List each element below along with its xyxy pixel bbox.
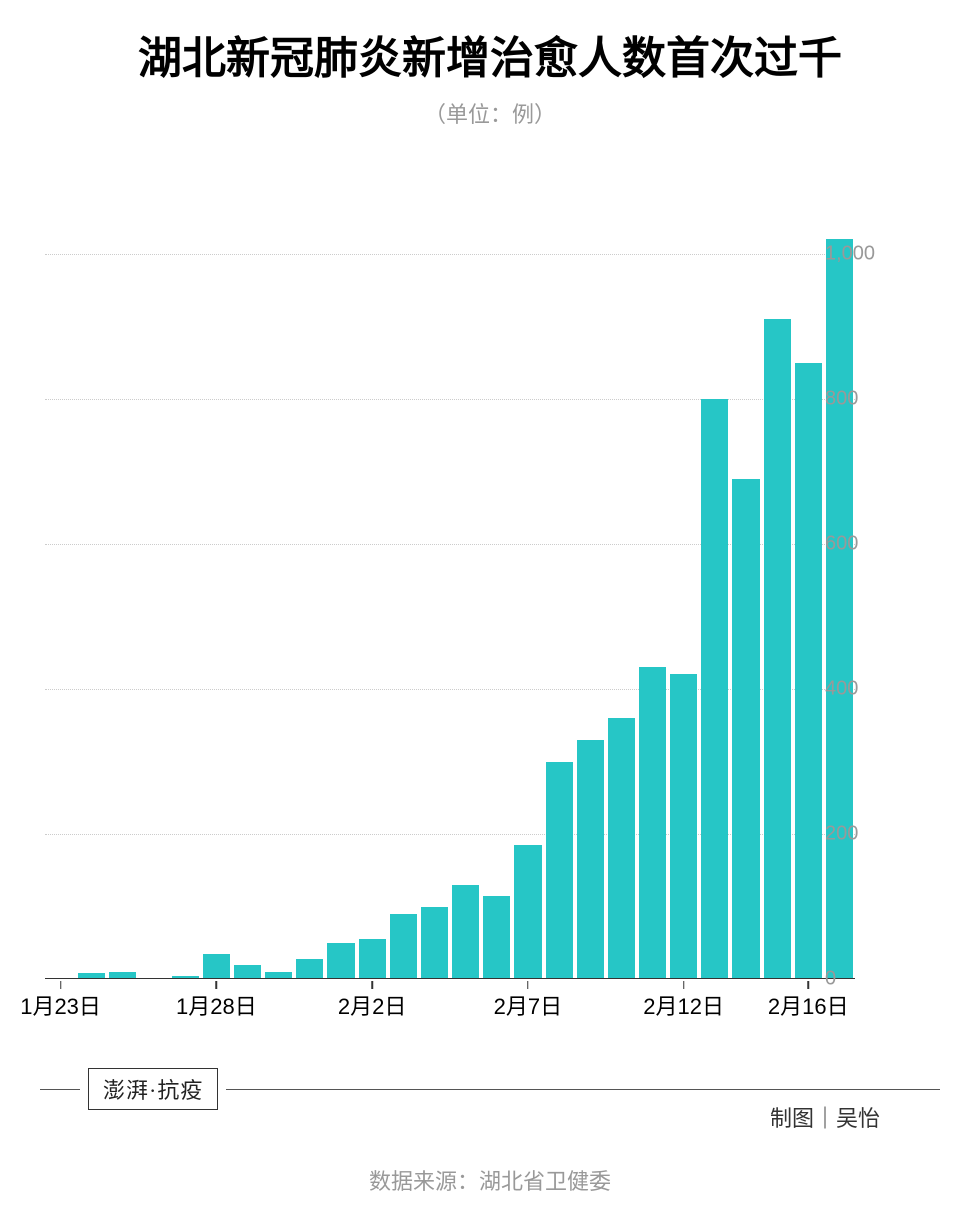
x-tick [683,981,685,989]
brand-box: 澎湃·抗疫 [88,1068,218,1110]
bar [701,399,728,979]
x-tick [216,981,218,989]
bar [359,939,386,979]
footer-row: 澎湃·抗疫 制图｜吴怡 [40,1059,940,1119]
x-axis-labels: 1月23日1月28日2月2日2月7日2月12日2月16日 [45,989,855,1019]
x-tick-label: 1月28日 [176,989,257,1021]
x-tick [808,981,810,989]
bar [296,959,323,979]
bar [732,479,759,980]
y-tick-label: 200 [825,823,895,846]
bar [577,740,604,979]
bar [639,667,666,979]
bar [826,239,853,979]
x-tick [60,981,62,989]
bar [670,674,697,979]
x-tick-label: 2月16日 [768,989,849,1021]
x-tick-label: 1月23日 [20,989,101,1021]
bars-container [45,239,855,979]
bar [390,914,417,979]
bar [483,896,510,979]
bar [203,954,230,979]
bar [514,845,541,979]
bar [452,885,479,979]
y-tick-label: 1,000 [825,242,895,265]
bar [795,363,822,980]
x-tick [527,981,529,989]
x-tick-label: 2月2日 [338,989,406,1021]
plot-area [45,239,855,979]
footer-line-left-short [40,1089,80,1090]
chart-title: 湖北新冠肺炎新增治愈人数首次过千 [40,30,940,87]
x-tick-label: 2月12日 [643,989,724,1021]
bar [421,907,448,980]
chart-area: 1月23日1月28日2月2日2月7日2月12日2月16日 02004006008… [40,239,940,1039]
bar [234,965,261,980]
bar [327,943,354,979]
x-axis-line [45,978,855,979]
credit-label: 制图｜吴怡 [770,1101,880,1133]
x-tick [371,981,373,989]
y-tick-label: 0 [825,968,895,991]
chart-subtitle: （单位：例） [40,97,940,129]
x-tick-label: 2月7日 [494,989,562,1021]
footer-line-right [226,1089,940,1090]
bar [764,319,791,979]
y-tick-label: 400 [825,677,895,700]
y-tick-label: 800 [825,387,895,410]
y-tick-label: 600 [825,532,895,555]
bar [546,762,573,980]
source-label: 数据来源：湖北省卫健委 [40,1164,940,1196]
bar [608,718,635,979]
